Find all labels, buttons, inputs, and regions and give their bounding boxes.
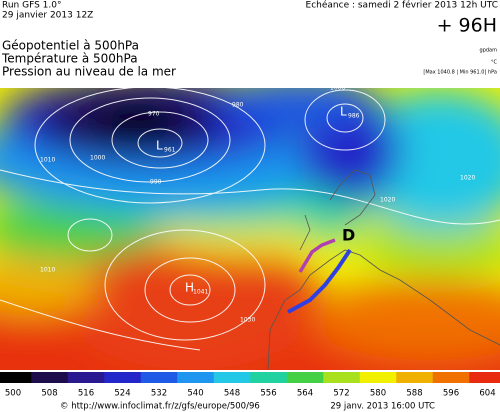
occluded-front — [298, 238, 336, 273]
footer-url: © http://www.infoclimat.fr/z/gfs/europe/… — [60, 402, 260, 412]
colorbar-swatch — [213, 372, 251, 383]
colorbar-tick-label: 580 — [370, 389, 386, 399]
isobar-label: 1000 — [90, 155, 105, 162]
field-label: Géopotentiel à 500hPa — [2, 39, 139, 53]
colorbar-tick-label: 548 — [224, 389, 240, 399]
forecast-time: Echéance : samedi 2 février 2013 12h UTC — [306, 0, 498, 11]
colorbar-swatch — [140, 372, 178, 383]
pressure-center-type: L — [340, 105, 347, 119]
isobar-label: 980 — [232, 102, 244, 109]
pressure-center-value: 986 — [348, 113, 360, 120]
colorbar-swatch — [469, 372, 500, 383]
colorbar-tick-label: 572 — [333, 389, 349, 399]
lead-time: + 96H — [437, 15, 497, 37]
unit-label: gpdam — [480, 48, 498, 54]
field-label: Température à 500hPa — [1, 52, 138, 66]
depression-marker: D — [342, 226, 355, 245]
colorbar-swatch — [67, 372, 105, 383]
colorbar-tick-label: 524 — [114, 389, 130, 399]
pressure-center-type: H — [185, 281, 194, 295]
isobar-label: 1020 — [460, 175, 475, 182]
pressure-center-value: 1041 — [193, 289, 208, 296]
cold-front — [287, 248, 352, 314]
colorbar-tick-label: 516 — [78, 389, 94, 399]
colorbar-swatch — [177, 372, 215, 383]
isobar-label: 1030 — [240, 317, 255, 324]
colorbar-swatch — [432, 372, 470, 383]
colorbar-swatch — [396, 372, 434, 383]
footer-time: 29 janv. 2013 16:00 UTC — [330, 402, 435, 412]
colorbar-tick-label: 540 — [187, 389, 203, 399]
isobar-label: 1010 — [40, 157, 55, 164]
colorbar-swatch — [0, 372, 32, 383]
colorbar-swatch — [286, 372, 324, 383]
colorbar-tick-label: 556 — [260, 389, 276, 399]
colorbar-swatch — [31, 372, 69, 383]
isobar-label: 1020 — [380, 197, 395, 204]
colorbar-tick-label: 596 — [443, 389, 459, 399]
pressure-center-type: L — [156, 139, 163, 153]
run-date: 29 janvier 2013 12Z — [2, 11, 93, 21]
field-label: Pression au niveau de la mer — [2, 65, 176, 79]
isobar-label: 990 — [150, 179, 162, 186]
colorbar-swatch — [104, 372, 142, 383]
colorbar-swatch — [250, 372, 288, 383]
colorbar-tick-label: 532 — [151, 389, 167, 399]
pressure-center-value: 961 — [164, 147, 176, 154]
map-field — [0, 88, 500, 370]
isobar-label: 1010 — [40, 267, 55, 274]
colorbar-tick-label: 500 — [5, 389, 21, 399]
colorbar-tick-label: 564 — [297, 389, 313, 399]
colorbar-tick-label: 508 — [41, 389, 57, 399]
colorbar-tick-label: 588 — [406, 389, 422, 399]
unit-label: °C — [491, 60, 498, 66]
isobar-label: 1000 — [330, 85, 345, 92]
run-label: Run GFS 1.0° — [2, 1, 62, 11]
colorbar-swatch — [359, 372, 397, 383]
colorbar-tick-label: 604 — [479, 389, 495, 399]
colorbar-swatch — [323, 372, 361, 383]
unit-label: [Max 1040.8 | Min 961.0] hPa — [423, 70, 497, 76]
isobar-label: 970 — [148, 111, 160, 118]
